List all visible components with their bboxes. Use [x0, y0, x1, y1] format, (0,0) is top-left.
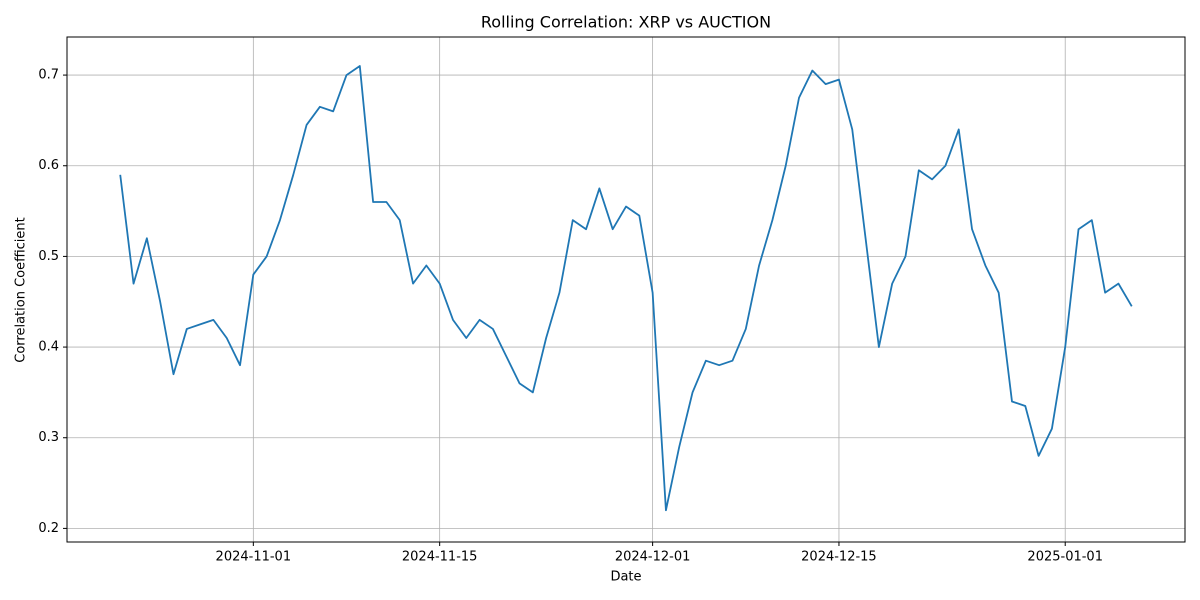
data-line — [119, 65, 1133, 512]
y-tick-label: 0.7 — [38, 68, 59, 83]
x-tick-label: 2024-11-15 — [402, 550, 478, 565]
y-axis-label: Correlation Coefficient — [14, 217, 29, 363]
x-tick-label: 2025-01-01 — [1027, 550, 1103, 565]
y-tick-label: 0.4 — [38, 340, 59, 355]
x-axis-label: Date — [610, 570, 641, 585]
plot-frame — [66, 36, 1186, 543]
chart-title: Rolling Correlation: XRP vs AUCTION — [481, 13, 771, 32]
x-tick-label: 2024-12-01 — [615, 550, 691, 565]
x-tick-label: 2024-12-15 — [801, 550, 877, 565]
y-tick-label: 0.6 — [38, 158, 59, 173]
y-tick-label: 0.2 — [38, 521, 59, 536]
y-tick-label: 0.3 — [38, 430, 59, 445]
y-tick-label: 0.5 — [38, 249, 59, 264]
x-tick-label: 2024-11-01 — [216, 550, 292, 565]
